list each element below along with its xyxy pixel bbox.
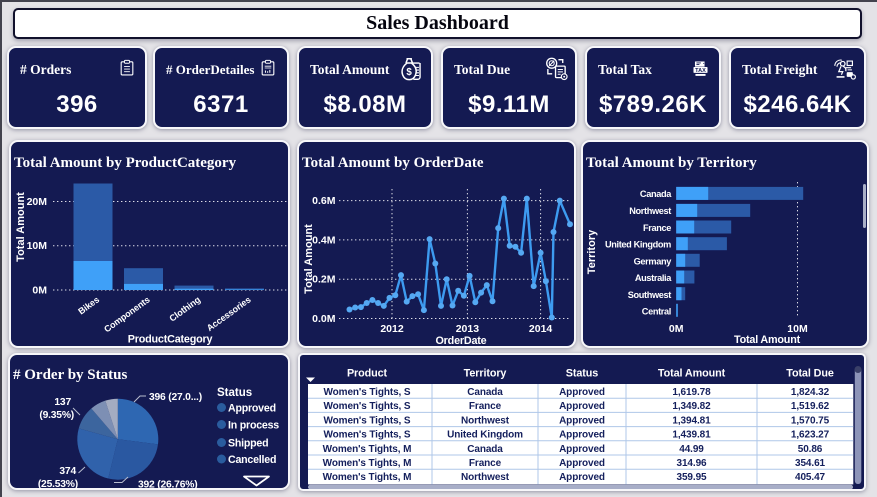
- svg-text:1,623.27: 1,623.27: [791, 430, 830, 441]
- svg-text:Territory: Territory: [464, 368, 507, 380]
- svg-text:392 (26.76%): 392 (26.76%): [138, 480, 197, 491]
- svg-text:Total Amount: Total Amount: [734, 334, 801, 346]
- svg-text:1,519.62: 1,519.62: [791, 401, 830, 412]
- svg-text:0.4M: 0.4M: [312, 234, 336, 246]
- svg-text:Bikes: Bikes: [76, 294, 101, 316]
- svg-text:Approved: Approved: [559, 430, 605, 441]
- svg-text:Clothing: Clothing: [167, 295, 202, 324]
- svg-text:1,349.82: 1,349.82: [672, 401, 711, 412]
- svg-text:France: France: [469, 458, 502, 469]
- svg-text:137: 137: [54, 397, 71, 408]
- svg-text:2012: 2012: [380, 323, 404, 335]
- svg-text:Northwest: Northwest: [461, 472, 510, 483]
- svg-text:0.6M: 0.6M: [312, 195, 336, 207]
- svg-text:Shipped: Shipped: [228, 438, 268, 450]
- svg-text:Components: Components: [102, 294, 152, 334]
- svg-text:396 (27.0...): 396 (27.0...): [149, 392, 202, 403]
- svg-text:United Kingdom: United Kingdom: [447, 430, 523, 441]
- svg-text:Cancelled: Cancelled: [228, 454, 276, 466]
- svg-text:Total Amount: Total Amount: [658, 368, 726, 380]
- svg-text:Total Amount by OrderDate: Total Amount by OrderDate: [302, 155, 484, 171]
- svg-text:Total Amount: Total Amount: [15, 192, 27, 262]
- svg-text:$: $: [406, 67, 412, 78]
- svg-text:0.0M: 0.0M: [312, 313, 336, 325]
- svg-text:405.47: 405.47: [795, 472, 826, 483]
- svg-text:Product: Product: [347, 368, 388, 380]
- svg-text:20M: 20M: [27, 196, 48, 208]
- svg-text:Canada: Canada: [467, 444, 503, 455]
- svg-text:Approved: Approved: [559, 444, 605, 455]
- svg-text:Germany: Germany: [634, 257, 673, 267]
- svg-text:Women's Tights, S: Women's Tights, S: [324, 430, 411, 441]
- svg-text:Territory: Territory: [586, 229, 598, 274]
- svg-text:Women's Tights, M: Women's Tights, M: [323, 472, 412, 483]
- svg-text:Women's Tights, S: Women's Tights, S: [324, 415, 411, 426]
- svg-text:Women's Tights, M: Women's Tights, M: [323, 458, 412, 469]
- svg-text:359.95: 359.95: [677, 472, 708, 483]
- svg-text:1,439.81: 1,439.81: [672, 430, 711, 441]
- svg-text:Approved: Approved: [559, 401, 605, 412]
- svg-text:44.99: 44.99: [679, 444, 704, 455]
- svg-text:In process: In process: [228, 420, 279, 432]
- svg-text:1,394.81: 1,394.81: [672, 415, 711, 426]
- svg-text:United Kingdom: United Kingdom: [605, 240, 671, 250]
- svg-text:Approved: Approved: [228, 403, 276, 415]
- svg-text:(25.53%): (25.53%): [38, 479, 78, 490]
- svg-text:Total Amount by Territory: Total Amount by Territory: [586, 155, 757, 171]
- svg-text:France: France: [469, 401, 502, 412]
- svg-text:374: 374: [59, 466, 76, 477]
- svg-text:Southwest: Southwest: [628, 290, 672, 300]
- svg-text:Approved: Approved: [559, 458, 605, 469]
- svg-text:10M: 10M: [27, 240, 48, 252]
- svg-text:(9.35%): (9.35%): [39, 410, 74, 421]
- svg-text:1,570.75: 1,570.75: [791, 415, 830, 426]
- svg-text:Women's Tights, M: Women's Tights, M: [323, 444, 412, 455]
- svg-text:Women's Tights, S: Women's Tights, S: [324, 387, 411, 398]
- svg-text:Status: Status: [566, 368, 598, 380]
- svg-text:1,824.32: 1,824.32: [791, 387, 830, 398]
- svg-text:2013: 2013: [456, 323, 480, 335]
- svg-text:OrderDate: OrderDate: [435, 335, 486, 346]
- svg-text:TAX: TAX: [695, 68, 706, 74]
- svg-text:Approved: Approved: [559, 415, 605, 426]
- svg-text:Northwest: Northwest: [629, 206, 671, 216]
- svg-text:Northwest: Northwest: [461, 415, 510, 426]
- svg-text:0M: 0M: [32, 285, 47, 297]
- svg-text:Approved: Approved: [559, 472, 605, 483]
- svg-text:10M: 10M: [787, 323, 808, 335]
- svg-text:0.2M: 0.2M: [312, 274, 336, 286]
- svg-text:314.96: 314.96: [677, 458, 708, 469]
- svg-text:Central: Central: [642, 307, 671, 317]
- svg-text:France: France: [643, 223, 671, 233]
- svg-text:Total Amount: Total Amount: [303, 224, 315, 294]
- svg-text:354.61: 354.61: [795, 458, 826, 469]
- svg-text:ProductCategory: ProductCategory: [128, 334, 213, 346]
- svg-text:Canada: Canada: [467, 387, 503, 398]
- svg-text:# Order by Status: # Order by Status: [13, 367, 127, 383]
- svg-text:2014: 2014: [529, 323, 553, 335]
- svg-text:Canada: Canada: [640, 189, 672, 199]
- svg-text:Total Amount by ProductCategor: Total Amount by ProductCategory: [14, 155, 237, 171]
- svg-text:50.86: 50.86: [798, 444, 823, 455]
- svg-text:Accessories: Accessories: [205, 294, 253, 333]
- svg-text:Total Due: Total Due: [786, 368, 834, 380]
- svg-text:Status: Status: [217, 387, 252, 399]
- svg-text:Women's Tights, S: Women's Tights, S: [324, 401, 411, 412]
- svg-text:Approved: Approved: [559, 387, 605, 398]
- svg-text:Australia: Australia: [635, 273, 672, 283]
- svg-text:0M: 0M: [669, 323, 684, 335]
- svg-text:1,619.78: 1,619.78: [672, 387, 711, 398]
